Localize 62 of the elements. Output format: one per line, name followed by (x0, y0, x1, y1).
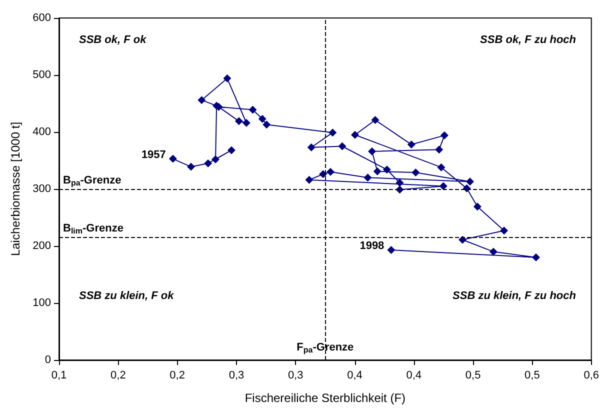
x-tick-label: 0,5 (524, 370, 540, 382)
point (258, 114, 266, 123)
point (382, 166, 391, 174)
point (234, 117, 243, 126)
y-tick-label: 200 (32, 240, 51, 252)
y-tick-label: 500 (32, 69, 51, 81)
x-tick-label: 0,4 (406, 370, 422, 382)
y-tick-label: 600 (32, 12, 51, 24)
point (368, 147, 376, 156)
point (223, 74, 232, 82)
point (338, 142, 346, 150)
y-tick-label: 100 (32, 297, 51, 309)
point (187, 162, 196, 171)
annotation: SSB zu klein, F ok (79, 290, 175, 302)
y-tick-label: 400 (32, 126, 51, 138)
point (371, 116, 380, 124)
point (204, 159, 212, 168)
point (373, 167, 382, 176)
y-axis-title: Laicherbiomasse [1000 t] (8, 122, 23, 256)
x-tick-label: 0,3 (228, 370, 244, 382)
point (466, 178, 474, 186)
point (212, 155, 220, 164)
point (439, 182, 448, 190)
x-tick-label: 0,3 (288, 370, 304, 382)
point (407, 140, 416, 149)
x-tick-label: 0,6 (584, 370, 600, 382)
point (168, 154, 177, 163)
point (328, 128, 337, 137)
annotation: 1957 (141, 148, 166, 161)
point (307, 143, 316, 152)
point (396, 178, 404, 187)
point (412, 168, 420, 176)
point (227, 146, 236, 154)
point (437, 163, 446, 172)
y-tick-label: 300 (32, 183, 51, 195)
point (198, 96, 206, 104)
x-tick-label: 0,1 (51, 370, 67, 382)
point (326, 168, 334, 176)
x-tick-label: 0,2 (110, 370, 126, 382)
x-tick-label: 0,5 (465, 370, 481, 382)
annotation: SSB ok, F ok (79, 34, 148, 46)
point (489, 248, 498, 256)
x-axis-title: Fischereiliche Sterblichkeit (F) (244, 391, 406, 405)
y-tick-label: 0 (44, 354, 51, 366)
x-tick-label: 0,2 (170, 370, 185, 382)
point (387, 246, 396, 254)
point (305, 176, 314, 184)
point (473, 202, 482, 211)
point (364, 174, 372, 182)
point (532, 253, 540, 262)
point (242, 118, 250, 127)
x-tick-label: 0,4 (347, 370, 362, 382)
point (440, 131, 448, 140)
point (435, 146, 444, 154)
point (319, 170, 328, 178)
point (500, 226, 508, 235)
point (262, 120, 271, 129)
annotation: 1998 (360, 240, 384, 252)
annotation: SSB zu klein, F zu hoch (452, 290, 576, 302)
point (350, 130, 359, 139)
annotation: SSB ok, F zu hoch (480, 34, 576, 46)
point (248, 106, 257, 114)
